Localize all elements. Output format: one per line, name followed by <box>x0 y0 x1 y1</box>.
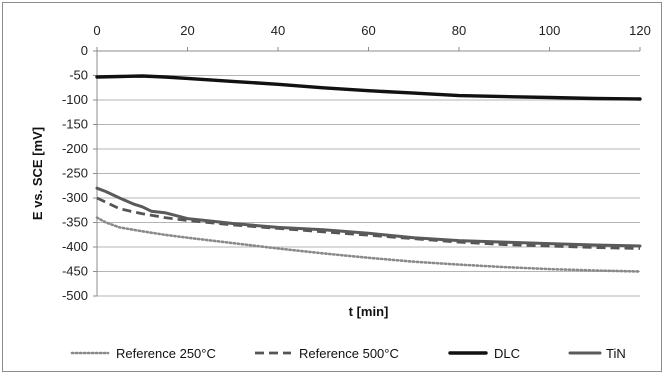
series-lines <box>95 74 642 273</box>
x-tick-label: 40 <box>271 23 285 38</box>
x-tick-label: 100 <box>539 23 561 38</box>
x-tick-label: 120 <box>629 23 651 38</box>
y-tick-label: -200 <box>62 141 88 156</box>
series-line-reference-500-c <box>96 196 641 250</box>
y-tick-label: 0 <box>81 43 88 58</box>
x-axis-title: t [min] <box>349 304 389 319</box>
axes: 0 -50 -100 -150 -200 -250 -300 -350 -400 -450 -500… <box>62 23 651 303</box>
legend-label: DLC <box>494 346 520 361</box>
legend: Reference 250°C Reference 500°C DLC TiN <box>70 346 626 361</box>
x-tick-label: 20 <box>180 23 194 38</box>
y-tick-label: -450 <box>62 264 88 279</box>
series-line-tin <box>95 186 642 248</box>
series-line-reference-250-c <box>95 216 642 273</box>
gridlines <box>97 50 640 297</box>
x-tick-label: 0 <box>93 23 100 38</box>
x-tick-label: 80 <box>452 23 466 38</box>
y-tick-label: -350 <box>62 215 88 230</box>
y-tick-label: -100 <box>62 92 88 107</box>
y-tick-label: -50 <box>69 68 88 83</box>
y-tick-label: -300 <box>62 190 88 205</box>
y-tick-label: -250 <box>62 166 88 181</box>
legend-label: TiN <box>606 346 626 361</box>
chart-frame <box>2 2 662 372</box>
legend-label: Reference 250°C <box>116 346 216 361</box>
x-tick-label: 60 <box>361 23 375 38</box>
y-tick-label: -500 <box>62 288 88 303</box>
legend-label: Reference 500°C <box>299 346 399 361</box>
series-line-dlc <box>95 74 642 101</box>
y-tick-label: -400 <box>62 239 88 254</box>
y-axis-title: E vs. SCE [mV] <box>30 127 45 220</box>
y-tick-label: -150 <box>62 117 88 132</box>
